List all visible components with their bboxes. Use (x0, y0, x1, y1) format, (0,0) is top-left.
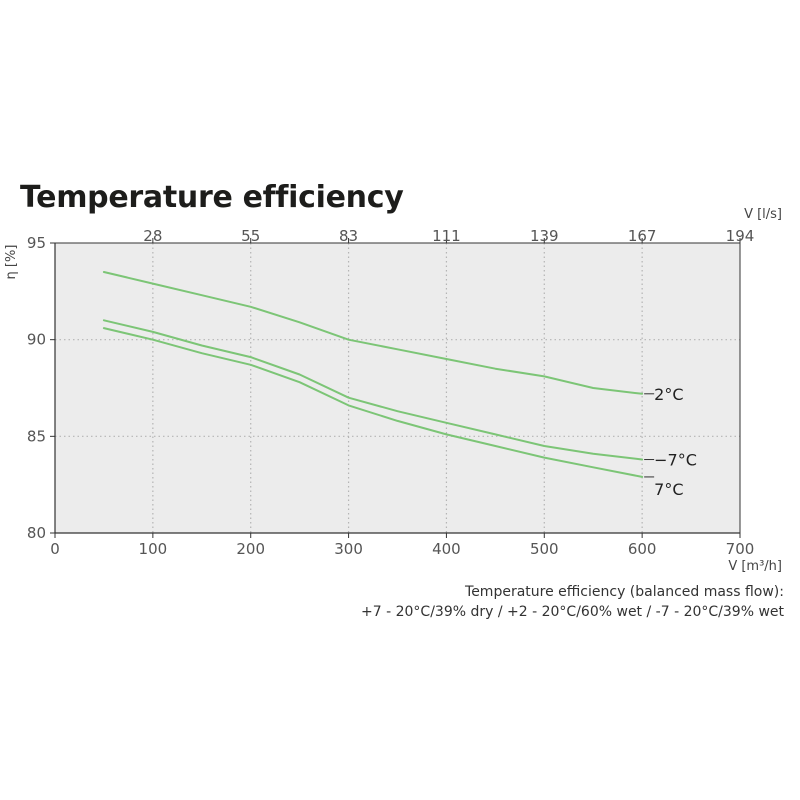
series-line (102, 327, 644, 478)
x2-axis-label: V [l/s] (744, 207, 782, 222)
x-tick-label: 600 (628, 540, 657, 558)
series-label: −7°C (654, 451, 697, 470)
axes (50, 238, 741, 538)
x-tick-label: 0 (50, 540, 60, 558)
x-tick-label: 300 (334, 540, 363, 558)
series-label: 7°C (654, 480, 683, 499)
x2-tick-label: 194 (726, 227, 755, 245)
x2-tick-label: 55 (241, 227, 260, 245)
series-line (102, 271, 644, 395)
x2-tick-label: 167 (628, 227, 657, 245)
x-tick-label: 500 (530, 540, 559, 558)
x2-tick-label: 28 (143, 227, 162, 245)
x-axis-label: V [m³/h] (728, 559, 782, 574)
x-tick-label: 700 (726, 540, 755, 558)
x-tick-label: 100 (139, 540, 168, 558)
x-tick-label: 400 (432, 540, 461, 558)
series-lines (102, 271, 644, 478)
y-axis-label: η [%] (4, 245, 19, 280)
caption-line-2: +7 - 20°C/39% dry / +2 - 20°C/60% wet / … (361, 604, 784, 620)
chart-title: Temperature efficiency (20, 180, 404, 215)
x-tick-label: 200 (236, 540, 265, 558)
y-tick-label: 90 (27, 331, 46, 349)
chart-caption: Temperature efficiency (balanced mass fl… (361, 582, 784, 622)
x2-tick-label: 111 (432, 227, 461, 245)
x2-tick-label: 139 (530, 227, 559, 245)
tick-labels: 0 100 200 300 400 500 600 700 80 85 90 95 28 55 83 111 1… (27, 227, 754, 558)
series-label: 2°C (654, 385, 683, 404)
series-labels: 2°C −7°C 7°C (644, 385, 697, 499)
x2-tick-label: 83 (339, 227, 358, 245)
caption-line-1: Temperature efficiency (balanced mass fl… (465, 584, 784, 600)
y-tick-label: 95 (27, 234, 46, 252)
series-line (102, 319, 644, 461)
y-tick-label: 85 (27, 427, 46, 445)
y-tick-label: 80 (27, 524, 46, 542)
plot-area (55, 243, 740, 533)
grid-lines (55, 243, 740, 533)
